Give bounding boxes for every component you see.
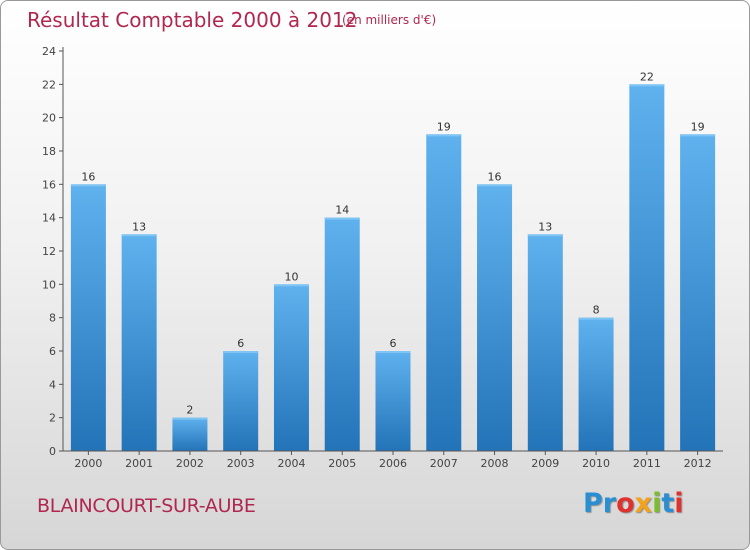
- bar-value-label: 14: [335, 204, 349, 217]
- y-tick-label: 10: [42, 278, 56, 291]
- bar-highlight: [70, 184, 106, 187]
- chart-subtitle: (en milliers d'€): [342, 13, 437, 27]
- bar: [172, 417, 208, 451]
- bar-highlight: [223, 351, 259, 353]
- bar-highlight: [172, 417, 208, 420]
- bar: [121, 234, 157, 451]
- bar: [629, 84, 665, 451]
- y-tick-label: 8: [49, 312, 56, 325]
- bar: [375, 351, 411, 451]
- bar: [70, 184, 106, 452]
- logo-part: i: [652, 488, 662, 519]
- logo-part: Pr: [583, 488, 617, 519]
- y-tick-label: 12: [42, 245, 56, 258]
- x-tick-label: 2011: [633, 457, 661, 470]
- bar: [223, 351, 259, 451]
- bar-highlight: [477, 184, 513, 187]
- bar: [477, 184, 513, 452]
- bar: [680, 134, 716, 452]
- logo-part: o: [616, 488, 635, 519]
- y-tick-label: 18: [42, 145, 56, 158]
- x-tick-label: 2012: [684, 457, 712, 470]
- x-tick-label: 2003: [227, 457, 255, 470]
- bar: [578, 317, 614, 451]
- bar-value-label: 16: [488, 170, 502, 183]
- bar-value-label: 19: [437, 120, 451, 133]
- x-tick-label: 2000: [74, 457, 102, 470]
- logo-part: x: [634, 488, 653, 519]
- x-tick-label: 2002: [176, 457, 204, 470]
- bar-value-label: 13: [538, 220, 552, 233]
- bar-highlight: [629, 84, 665, 87]
- proxiti-logo[interactable]: Proxiti: [583, 488, 684, 519]
- bar-value-label: 6: [237, 337, 244, 350]
- bar-value-label: 6: [390, 337, 397, 350]
- y-tick-label: 14: [42, 212, 56, 225]
- bar: [426, 134, 462, 452]
- x-tick-label: 2004: [277, 457, 305, 470]
- bar-highlight: [527, 234, 563, 237]
- y-tick-label: 20: [42, 112, 56, 125]
- y-tick-label: 22: [42, 78, 56, 91]
- commune-name: BLAINCOURT-SUR-AUBE: [37, 495, 256, 517]
- y-tick-label: 4: [49, 378, 56, 391]
- bar-value-label: 19: [691, 120, 705, 133]
- bar-highlight: [324, 217, 360, 220]
- bar-highlight: [273, 284, 309, 287]
- bar-value-label: 22: [640, 70, 654, 83]
- bar-value-label: 2: [186, 404, 193, 417]
- bar: [273, 284, 309, 451]
- x-tick-label: 2006: [379, 457, 407, 470]
- logo-part: i: [674, 488, 684, 519]
- y-tick-label: 2: [49, 412, 56, 425]
- x-tick-label: 2005: [328, 457, 356, 470]
- bar-value-label: 8: [593, 304, 600, 317]
- x-tick-label: 2010: [582, 457, 610, 470]
- x-tick-label: 2008: [481, 457, 509, 470]
- bar: [324, 217, 360, 451]
- chart-title: Résultat Comptable 2000 à 2012: [27, 8, 358, 32]
- bar-highlight: [121, 234, 157, 237]
- x-tick-label: 2001: [125, 457, 153, 470]
- y-tick-label: 0: [49, 445, 56, 458]
- bar-value-label: 13: [132, 220, 146, 233]
- bar-value-label: 16: [81, 170, 95, 183]
- bar: [527, 234, 563, 451]
- logo-part: t: [661, 488, 675, 519]
- y-tick-label: 24: [42, 45, 56, 58]
- x-tick-label: 2009: [531, 457, 559, 470]
- bar-highlight: [578, 317, 614, 320]
- y-tick-label: 16: [42, 178, 56, 191]
- bar-value-label: 10: [284, 270, 298, 283]
- bar-highlight: [375, 351, 411, 353]
- y-tick-label: 6: [49, 345, 56, 358]
- bar-highlight: [680, 134, 716, 137]
- x-tick-label: 2007: [430, 457, 458, 470]
- bar-highlight: [426, 134, 462, 137]
